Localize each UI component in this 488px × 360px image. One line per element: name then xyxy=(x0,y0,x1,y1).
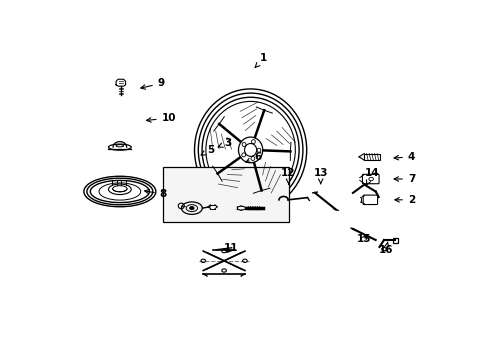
Ellipse shape xyxy=(189,207,194,210)
Text: 16: 16 xyxy=(378,242,393,255)
Text: 7: 7 xyxy=(393,174,414,184)
Text: 2: 2 xyxy=(394,195,414,205)
Text: 6: 6 xyxy=(245,152,261,162)
Text: 5: 5 xyxy=(201,145,214,155)
Text: 14: 14 xyxy=(364,168,378,185)
Bar xyxy=(392,238,398,243)
Text: 3: 3 xyxy=(218,138,231,148)
Text: 15: 15 xyxy=(356,234,371,244)
Text: 9: 9 xyxy=(141,78,164,89)
Text: 4: 4 xyxy=(393,152,414,162)
Text: 8: 8 xyxy=(144,189,166,199)
Text: 1: 1 xyxy=(255,53,267,67)
Text: 13: 13 xyxy=(313,168,327,184)
Bar xyxy=(163,167,288,222)
Text: 12: 12 xyxy=(281,168,295,184)
Bar xyxy=(364,153,380,160)
Text: 10: 10 xyxy=(146,113,176,123)
Text: 11: 11 xyxy=(223,243,238,253)
